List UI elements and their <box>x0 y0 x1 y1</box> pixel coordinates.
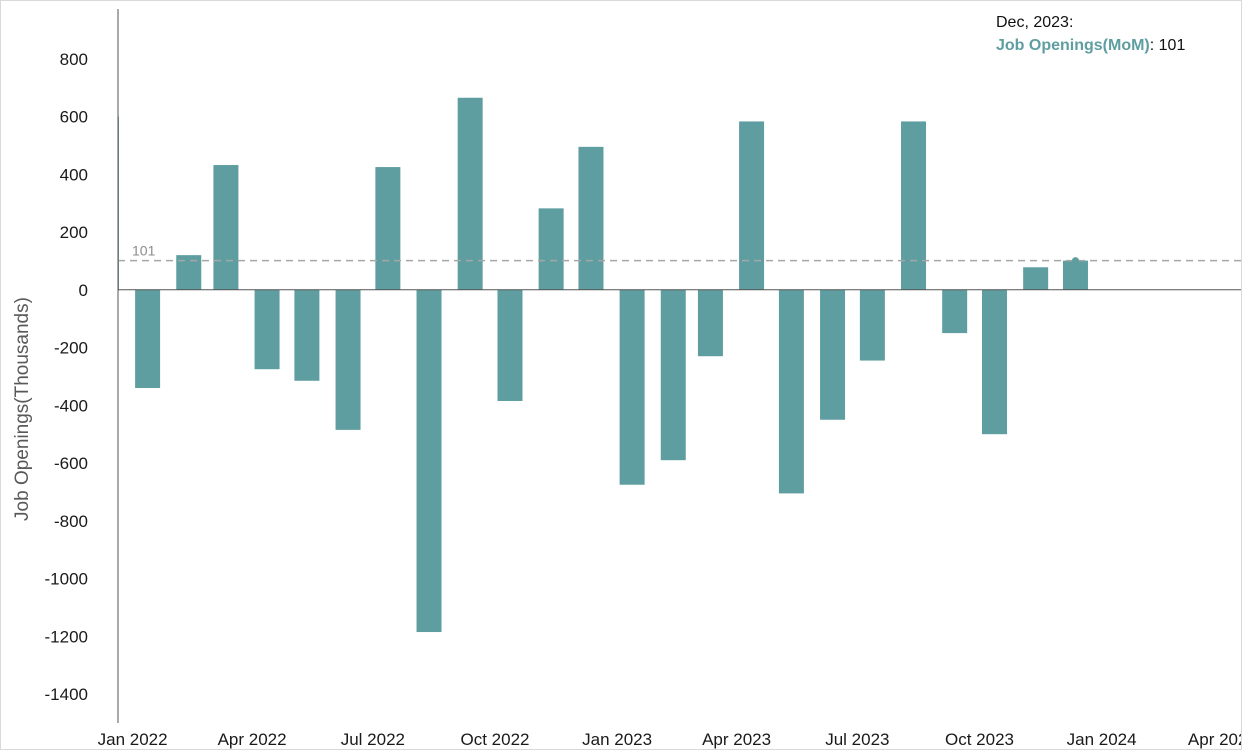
y-tick-label: -1400 <box>45 685 88 704</box>
bar <box>135 289 161 388</box>
bar <box>901 121 927 290</box>
bar <box>254 289 280 370</box>
hover-tooltip: Dec, 2023: Job Openings(MoM): 101 <box>996 11 1185 57</box>
y-tick-label: -800 <box>54 512 88 531</box>
tooltip-series-name: Job Openings(MoM) <box>996 37 1150 54</box>
bar <box>213 165 239 290</box>
bar <box>457 97 483 290</box>
tooltip-date: Dec, 2023: <box>996 14 1074 31</box>
bar <box>335 289 361 430</box>
bar <box>538 208 564 290</box>
y-tick-label: 600 <box>60 108 88 127</box>
bar <box>859 289 885 361</box>
bar <box>578 146 604 290</box>
y-tick-label: -1000 <box>45 570 88 589</box>
x-tick-label: Jul 2022 <box>341 730 405 749</box>
bar <box>375 167 401 290</box>
x-tick-label: Apr 2024 <box>1188 730 1241 749</box>
bar <box>416 289 442 633</box>
y-axis-title: Job Openings(Thousands) <box>12 297 33 521</box>
x-tick-label: Apr 2023 <box>702 730 771 749</box>
bar <box>619 289 645 485</box>
bar <box>1023 267 1049 290</box>
bar <box>942 289 968 334</box>
bar <box>778 289 804 494</box>
y-tick-label: -600 <box>54 454 88 473</box>
bar <box>497 289 523 401</box>
tooltip-series-row: Job Openings(MoM): 101 <box>996 34 1185 57</box>
y-tick-label: 200 <box>60 223 88 242</box>
x-tick-label: Oct 2022 <box>460 730 529 749</box>
tooltip-value: 101 <box>1158 37 1186 54</box>
hover-marker <box>1071 257 1079 265</box>
bar <box>1062 260 1088 290</box>
y-tick-label: 0 <box>79 281 88 300</box>
x-tick-label: Oct 2023 <box>945 730 1014 749</box>
reference-line-label: 101 <box>132 243 156 259</box>
bar <box>820 289 846 420</box>
x-tick-label: Jul 2023 <box>825 730 889 749</box>
x-tick-label: Apr 2022 <box>218 730 287 749</box>
tooltip-separator: : <box>1149 37 1159 54</box>
x-tick-label: Jan 2022 <box>98 730 168 749</box>
y-tick-label: -200 <box>54 339 88 358</box>
bar <box>981 289 1007 435</box>
bar <box>660 289 686 461</box>
x-tick-label: Jan 2024 <box>1067 730 1137 749</box>
y-tick-label: -400 <box>54 396 88 415</box>
y-tick-label: 800 <box>60 50 88 69</box>
x-tick-label: Jan 2023 <box>582 730 652 749</box>
bar <box>697 289 723 357</box>
bar <box>739 121 765 290</box>
bar <box>294 289 320 381</box>
y-tick-label: 400 <box>60 165 88 184</box>
y-tick-label: -1200 <box>45 627 88 646</box>
